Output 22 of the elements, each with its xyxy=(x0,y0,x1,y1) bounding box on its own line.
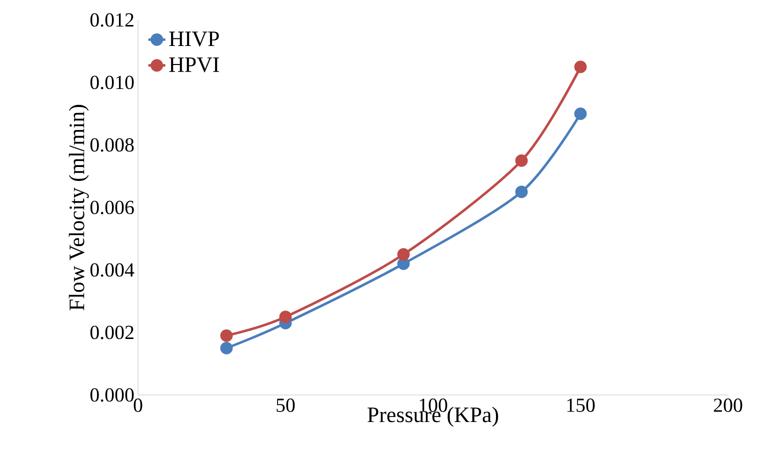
point xyxy=(220,342,233,354)
y-tick-label: 0.006 xyxy=(90,200,134,214)
point xyxy=(220,329,233,342)
y-tick-label: 0.008 xyxy=(90,138,134,152)
y-tick-label: 0.012 xyxy=(90,13,134,27)
x-tick-label: 200 xyxy=(714,398,742,412)
x-tick-label: 0 xyxy=(134,398,142,412)
point xyxy=(515,154,528,167)
y-axis-title: Flow Velocity (ml/min) xyxy=(68,104,89,310)
y-tick-label: 0.000 xyxy=(90,388,134,402)
legend-label: HPVI xyxy=(169,58,219,72)
y-tick-label: 0.010 xyxy=(90,76,134,90)
y-tick-label: 0.004 xyxy=(90,263,134,277)
y-tick-label: 0.002 xyxy=(90,326,134,340)
point xyxy=(279,310,292,324)
point xyxy=(574,107,587,120)
x-tick-label: 50 xyxy=(276,398,295,412)
point xyxy=(574,60,587,74)
point xyxy=(397,248,410,261)
point xyxy=(515,186,528,198)
legend-label: HIVP xyxy=(169,32,219,46)
x-tick-label: 150 xyxy=(567,398,595,412)
